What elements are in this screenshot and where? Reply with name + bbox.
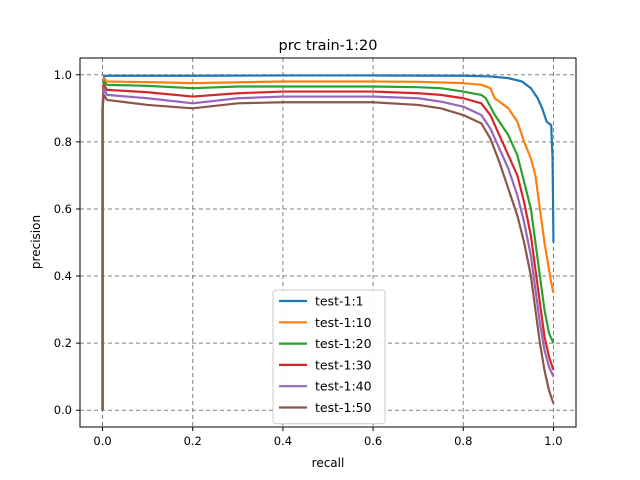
legend-label: test-1:20	[315, 336, 372, 351]
y-tick-label: 0.6	[54, 202, 72, 216]
plot-frame	[79, 57, 577, 428]
series-line-test-1:10	[101, 77, 555, 411]
x-axis-label: recall	[312, 456, 345, 470]
y-tick-label: 0.4	[54, 269, 72, 283]
chart-title: prc train-1:20	[279, 38, 378, 54]
y-tick-label: 0.8	[54, 135, 72, 149]
series-line-test-1:50	[101, 93, 555, 411]
legend-label: test-1:40	[315, 379, 372, 394]
x-tick-label: 1.0	[544, 434, 562, 448]
legend-label: test-1:10	[315, 315, 372, 330]
y-tick-label: 1.0	[54, 68, 72, 82]
x-tick-label: 0.0	[93, 434, 111, 448]
x-tick-label: 0.4	[274, 434, 292, 448]
y-axis-label: precision	[29, 215, 43, 269]
x-tick-label: 0.6	[364, 434, 382, 448]
series-layer	[101, 74, 555, 411]
x-tick-label: 0.8	[454, 434, 472, 448]
legend: test-1:1 test-1:10 test-1:20 test-1:30 test-…	[272, 289, 386, 425]
y-tick-label: 0.2	[54, 336, 72, 350]
series-line-test-1:40	[101, 87, 555, 411]
x-tick-label: 0.2	[184, 434, 202, 448]
series-line-test-1:1	[101, 74, 555, 411]
y-tick-label: 0.0	[54, 403, 72, 417]
tick-layer: 0.0 0.2 0.4 0.6 0.8 1.0 0.0 0.2 0.4 0.6 0.8 1.0	[54, 68, 563, 448]
legend-label: test-1:1	[315, 294, 364, 309]
series-line-test-1:30	[101, 83, 555, 411]
series-line-test-1:20	[101, 80, 555, 411]
legend-label: test-1:30	[315, 357, 372, 372]
legend-box	[272, 289, 386, 425]
legend-label: test-1:50	[315, 400, 372, 415]
